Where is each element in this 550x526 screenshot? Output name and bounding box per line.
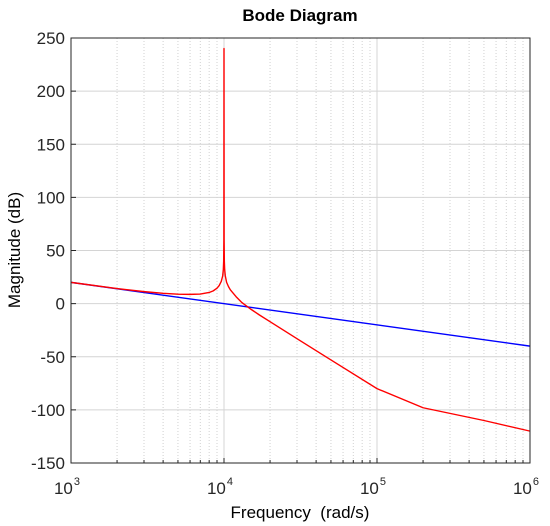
- chart-title: Bode Diagram: [242, 6, 357, 25]
- tick-labels: 250 200 150 100 50 0 -50 -100 -150 103 104 105 106: [31, 29, 539, 498]
- y-tick-label: 150: [37, 135, 65, 154]
- series-line-2: [70, 47, 531, 432]
- x-tick-label: 104: [207, 476, 233, 498]
- y-tick-label: -100: [31, 401, 65, 420]
- x-tick-label: 103: [54, 476, 80, 498]
- y-tick-label: 0: [56, 295, 65, 314]
- y-tick-label: 50: [46, 242, 65, 261]
- grid: [71, 38, 530, 463]
- y-tick-label: 250: [37, 29, 65, 48]
- y-tick-label: -50: [40, 348, 65, 367]
- x-axis-label: Frequency (rad/s): [231, 503, 370, 522]
- y-tick-label: -150: [31, 454, 65, 473]
- x-tick-label: 105: [360, 476, 386, 498]
- y-tick-label: 200: [37, 82, 65, 101]
- y-axis-label: Magnitude (dB): [5, 192, 24, 308]
- y-tick-label: 100: [37, 188, 65, 207]
- series-line-1: [70, 281, 531, 347]
- series-layer: [70, 47, 531, 432]
- x-tick-label: 106: [513, 476, 539, 498]
